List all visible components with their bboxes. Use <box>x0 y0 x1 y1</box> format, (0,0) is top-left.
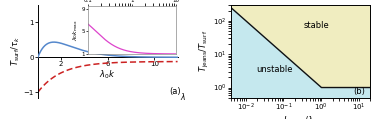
Text: (b): (b) <box>354 87 366 96</box>
Text: $\lambda$: $\lambda$ <box>180 91 186 102</box>
Text: (a): (a) <box>169 87 181 96</box>
Text: unstable: unstable <box>256 65 292 74</box>
Y-axis label: $T_{\mathrm{surf}}/\tau_k$: $T_{\mathrm{surf}}/\tau_k$ <box>9 36 22 66</box>
X-axis label: $L_{\mathrm{hydro}}/\lambda_0$: $L_{\mathrm{hydro}}/\lambda_0$ <box>283 114 318 119</box>
Text: stable: stable <box>304 21 329 30</box>
Y-axis label: $T_{\mathrm{jeans}}/T_{\mathrm{surf}}$: $T_{\mathrm{jeans}}/T_{\mathrm{surf}}$ <box>198 30 211 72</box>
X-axis label: $\lambda_0 k$: $\lambda_0 k$ <box>99 69 116 81</box>
